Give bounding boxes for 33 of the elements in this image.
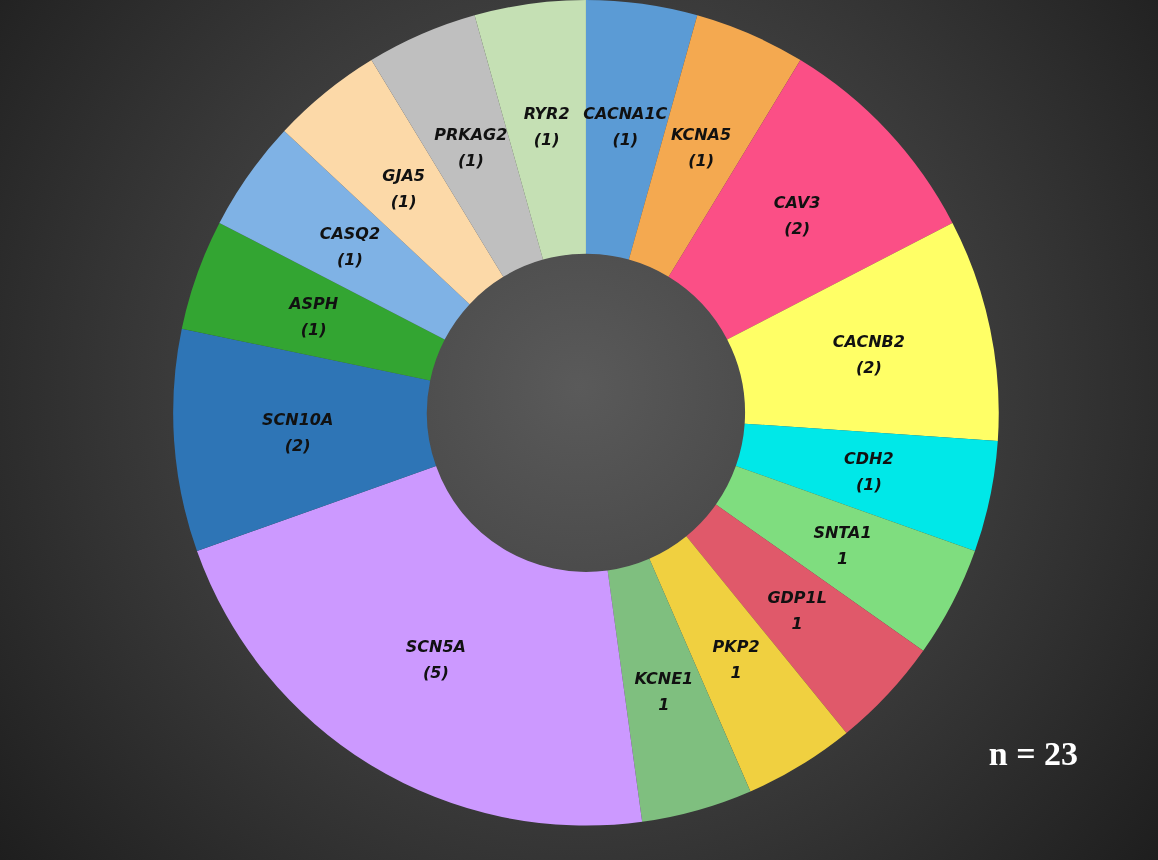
slice-label: CAV3: [773, 193, 821, 213]
slice-label: SNTA1: [813, 523, 872, 543]
data-label: (5): [422, 663, 449, 683]
slice-label: ASPH: [287, 293, 339, 313]
data-label: (2): [784, 219, 811, 239]
slice-label: CACNB2: [832, 331, 905, 351]
slice-label: CASQ2: [319, 223, 381, 243]
slice-label: GJA5: [382, 166, 425, 186]
data-label: 1: [791, 613, 803, 633]
slice-label: SCN5A: [405, 637, 466, 657]
data-label: (1): [337, 249, 363, 269]
text: n = 23: [988, 734, 1079, 772]
slice-label: SCN10A: [262, 410, 334, 430]
slice-label: PRKAG2: [434, 125, 508, 145]
slice-label: GDP1L: [767, 587, 827, 607]
data-label: 1: [658, 694, 670, 714]
data-label: (1): [612, 130, 639, 150]
data-label: (1): [688, 151, 714, 171]
data-label: (1): [390, 192, 417, 212]
data-label: (1): [855, 475, 882, 495]
data-label: (1): [457, 151, 484, 171]
data-label: 1: [730, 663, 742, 683]
data-label: 1: [836, 549, 849, 569]
slice-label: CDH2: [844, 449, 894, 469]
slice-label: KCNE1: [634, 668, 694, 688]
slice-label: CACNA1C: [583, 104, 668, 124]
data-label: (1): [533, 130, 560, 150]
data-label: (2): [284, 436, 311, 456]
slice-label: RYR2: [523, 104, 570, 124]
data-label: (1): [300, 319, 327, 339]
data-label: (2): [855, 357, 882, 377]
slice-label: KCNA5: [671, 125, 732, 145]
slice-label: PKP2: [712, 637, 760, 657]
